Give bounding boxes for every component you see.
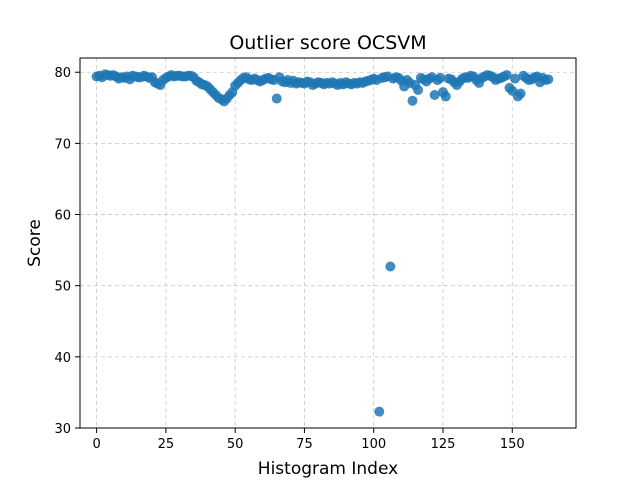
x-axis-label: Histogram Index (258, 459, 398, 479)
x-tick-label: 150 (500, 437, 525, 452)
x-tick-label: 0 (92, 437, 100, 452)
x-tick-label: 50 (227, 437, 244, 452)
data-point (271, 93, 282, 104)
y-axis-label: Score (25, 219, 45, 267)
x-tick-label: 25 (158, 437, 175, 452)
data-point (413, 85, 424, 96)
y-tick-label: 50 (54, 280, 71, 295)
y-tick-label: 60 (54, 209, 71, 224)
data-point (440, 91, 451, 102)
y-tick-label: 40 (54, 351, 71, 366)
data-point (385, 261, 396, 272)
data-point (510, 73, 521, 84)
data-point (543, 74, 554, 85)
x-tick-label: 100 (361, 437, 386, 452)
x-tick-label: 125 (431, 437, 456, 452)
data-point (515, 88, 526, 99)
y-tick-label: 70 (54, 137, 71, 152)
x-tick-label: 75 (296, 437, 313, 452)
y-tick-label: 30 (54, 422, 71, 437)
data-point (407, 95, 418, 106)
data-point (374, 406, 385, 417)
data-point (429, 90, 440, 100)
data-point (501, 70, 512, 81)
data-points (91, 69, 554, 417)
data-point (435, 72, 446, 83)
axis-ticks: 0 25 50 75 100 125 150 30 40 50 60 70 80 (54, 66, 524, 452)
chart-title: Outlier score OCSVM (229, 32, 426, 54)
y-tick-label: 80 (54, 66, 71, 81)
plot-area-frame (79, 57, 577, 429)
grid (80, 58, 576, 429)
